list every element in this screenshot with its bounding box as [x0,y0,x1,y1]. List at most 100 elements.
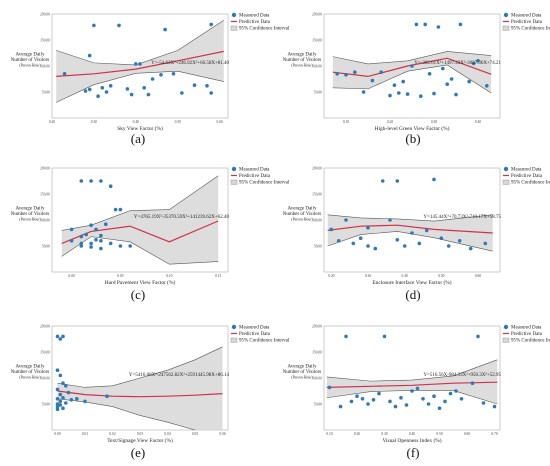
y-tick-label: 200.00 [40,13,50,17]
regression-equation: Y=4765.19X³-35370.59X²+141239.62X+62.40 [134,214,230,220]
y-tick-label: 150.00 [312,193,322,197]
data-point [55,397,60,401]
data-point [99,246,103,251]
data-point [421,397,425,401]
data-point [75,397,79,401]
legend-ci-marker [230,337,238,343]
data-point [388,93,392,98]
confidence-band [57,346,223,430]
x-tick-label: 0.20 [49,120,55,124]
legend-predictive-label: Predictive Data [511,332,543,337]
x-tick-label: 0.40 [475,120,481,124]
x-tick-label: 0.50 [438,274,444,278]
data-point [94,227,98,232]
legend-ci-marker [502,179,510,185]
x-axis-label: High-level Green View Factor (%) [375,125,450,132]
x-tick-label: 0.30 [365,274,371,278]
data-point [445,82,450,86]
y-tick-label: 50.00 [314,91,322,95]
data-point [55,407,60,412]
data-point [113,207,118,212]
data-point [335,72,340,76]
chart-panel-2: 50.00 100.00 150.00 200.00 0.10 0.20 0.30 0.40 A… [283,13,550,147]
data-point [117,23,121,28]
data-point [471,61,476,66]
x-tick-label: 0.15 [215,274,221,278]
data-point [458,22,463,27]
x-tick-label: 0.03 [137,432,143,436]
x-tick-label: 0.40 [133,120,139,124]
regression-equation: Y=145.44X³+70.73X²-710.17X+58.75 [423,214,501,220]
data-point [427,72,432,76]
x-tick-label: 0.05 [117,274,123,278]
data-point [79,234,84,239]
data-point [61,381,65,386]
data-point [64,401,68,405]
legend-predictive-label: Predictive Data [239,332,271,337]
data-point [402,244,407,248]
chart-panel-4: 50.00 100.00 150.00 200.00 0.20 0.30 0.40 0.50 0… [283,167,550,303]
data-point [79,179,84,183]
data-point [446,244,451,248]
confidence-upper [326,359,498,382]
data-point [62,72,67,76]
y-tick-label: 200.00 [40,167,50,171]
data-point [388,399,392,404]
x-tick-label: 0.00 [68,274,74,278]
data-point [476,334,480,339]
confidence-upper [57,346,223,388]
y-axis-label: Number of Visitors [283,58,322,63]
y-tick-label: 50.00 [42,91,50,95]
data-point [404,403,409,407]
y-tick-label: 200.00 [312,325,322,329]
y-tick-label: 50.00 [42,403,50,407]
data-point [344,218,348,222]
y-axis-label: (Person·Hour) [19,217,41,221]
data-point [84,232,88,237]
legend-measured-marker [503,12,509,18]
y-axis-label: Number of Visitors [11,370,50,375]
data-point [432,177,436,182]
x-tick-label: 0.50 [175,120,181,124]
data-point [380,179,385,183]
data-point [485,84,489,88]
data-point [104,90,109,94]
data-point [104,222,108,226]
data-point [338,404,343,409]
regression-equation: Y=516.56X-984.33X²+950.3X³+52.95 [423,372,501,378]
legend-measured-marker [503,324,509,330]
chart-panel-3: 50.00 100.00 150.00 200.00 0.00 0.05 0.10 0.15 A… [11,167,290,303]
data-point [58,403,63,407]
y-tick-label: 150.00 [40,39,50,43]
legend-ci-label: 95% Confidence Interval [239,339,290,344]
confidence-upper [327,214,493,222]
legend-measured-label: Measured Data [511,14,542,19]
data-point [371,398,376,402]
data-point [415,386,420,391]
y-axis-label: Average Daily [16,53,45,58]
x-tick-label: 0.20 [387,120,393,124]
data-point [134,62,138,66]
data-point [467,79,472,84]
x-tick-label: 0.10 [343,120,349,124]
x-axis-label: Visual Openness Index (%) [382,437,441,444]
data-point [99,239,103,243]
y-axis-label: (Person·Hour) [19,63,41,67]
x-tick-label: 0.30 [381,432,387,436]
data-point [436,25,441,29]
data-point [424,228,429,233]
x-tick-label: 0.30 [431,120,437,124]
data-point [388,218,392,222]
data-point [128,244,132,248]
predictive-curve [326,381,498,388]
x-tick-label: 0.10 [326,432,332,436]
data-point [66,390,71,395]
data-point [89,179,93,183]
data-point [366,226,370,230]
x-tick-label: 0.60 [464,432,470,436]
data-point [351,241,356,246]
data-point [432,91,436,96]
legend-ci-marker [502,337,510,343]
chart-panel-5: 50.00 100.00 150.00 200.00 0.00 0.01 0.02 0.03 0… [11,325,290,461]
